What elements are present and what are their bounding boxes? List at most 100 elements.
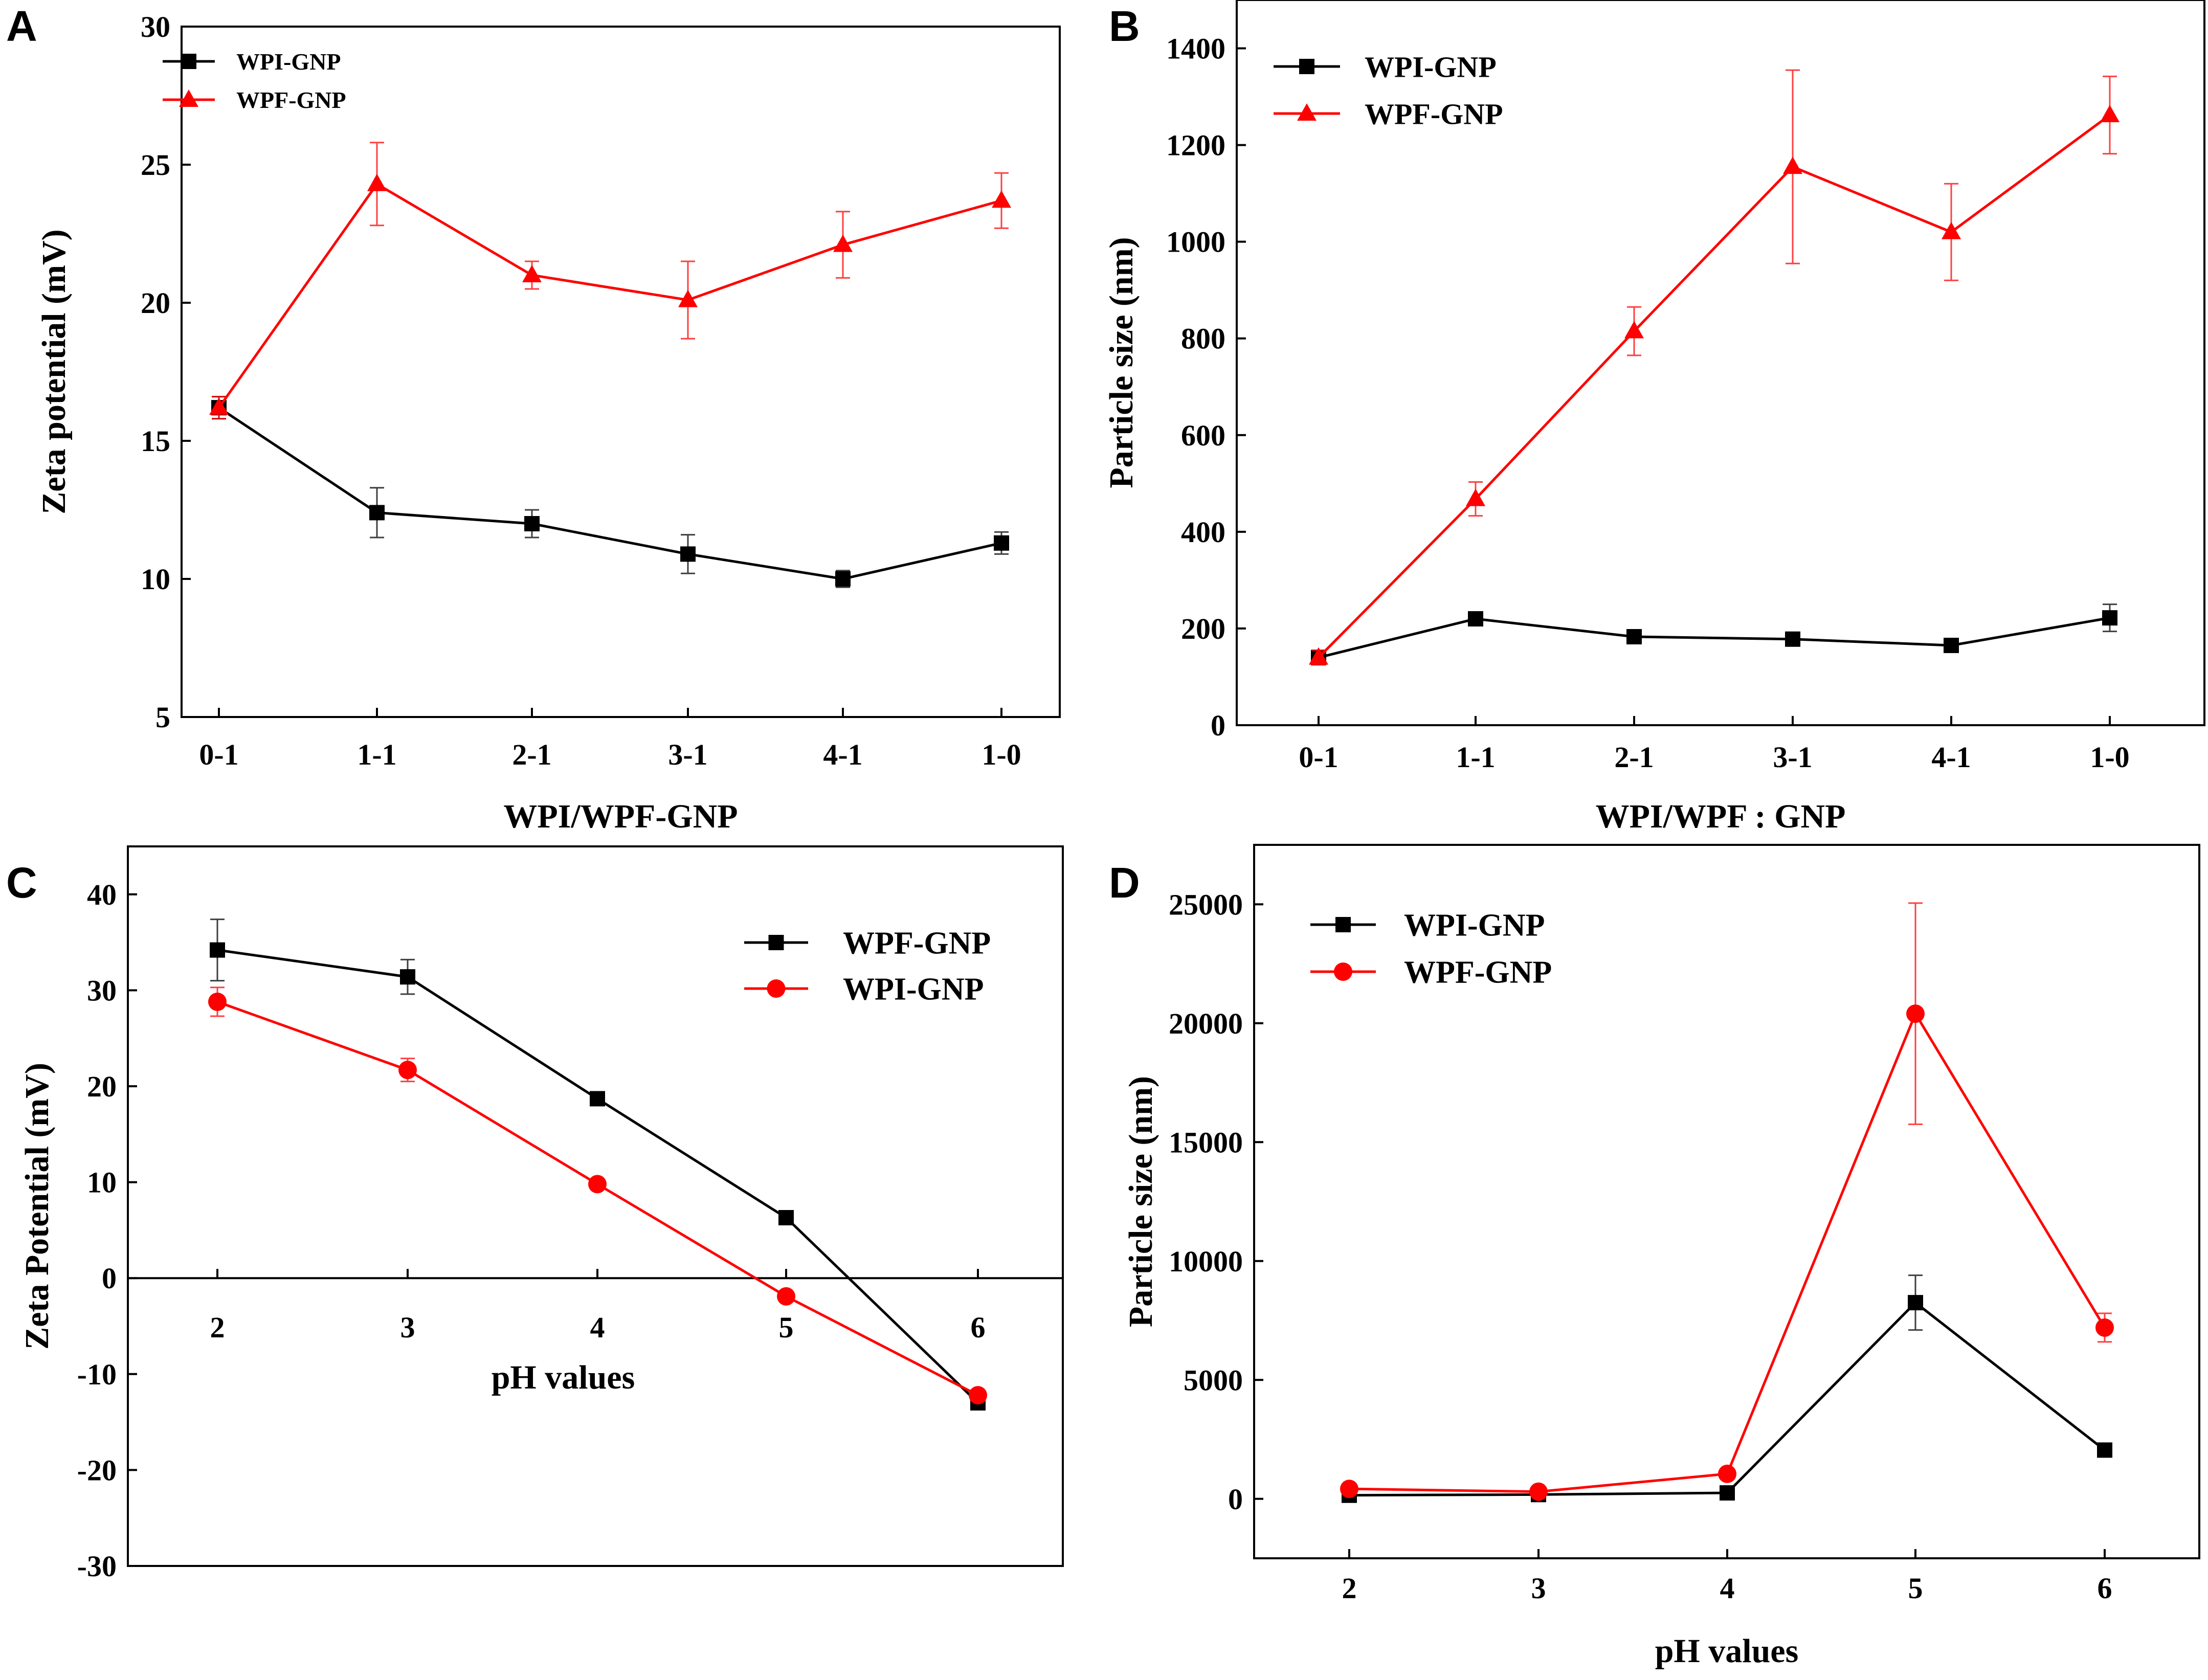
data-point [522,265,542,282]
data-point [777,1287,795,1306]
x-axis-label: WPI/WPF-GNP [503,798,738,835]
panel-d: D 0 5000 10000 15000 20000 25000 2 3 4 5 6 pH values… [1109,844,2200,1670]
series-line [1349,1011,2106,1493]
x-tick-label: 0-1 [199,738,238,771]
data-point [1468,611,1483,627]
x-tick-label: 1-0 [2090,741,2129,774]
data-point [2102,610,2117,626]
x-tick-label: 2 [210,1311,225,1344]
x-tick-label: 6 [2098,1572,2112,1605]
data-point [1944,638,1959,654]
data-point [398,1061,417,1080]
data-point [2100,104,2120,122]
y-tick-label: 1200 [1166,129,1225,162]
x-tick-label: 4 [590,1311,605,1344]
legend-label: WPI-GNP [1404,908,1545,943]
x-tick-label: 5 [1908,1572,1923,1605]
legend-marker [1299,59,1314,74]
panel-letter: D [1109,859,1140,907]
data-point [678,289,698,307]
legend-marker [767,979,786,998]
panel-b: B 0 200 400 600 800 1000 1200 1400 0-1 1-1 2-1 3-1 4-… [1103,0,2205,835]
data-point [400,969,415,985]
data-point [1785,631,1800,647]
legend-label: WPI-GNP [236,49,341,75]
y-tick-label: 10 [87,1166,117,1199]
y-tick-label: 1000 [1166,226,1225,259]
data-point [367,173,387,191]
legend-label: WPI-GNP [1365,50,1497,83]
x-tick-label: 1-1 [357,738,396,771]
x-tick-label: 1-0 [982,738,1021,771]
series-wpf-gnp [1309,69,2120,666]
legend-marker [181,54,196,69]
data-point [208,992,227,1011]
y-tick-label: 10 [141,563,170,596]
series-wpi-gnp [1311,603,2117,665]
legend-entry: WPF-GNP [1310,955,1552,990]
data-point [2095,1318,2114,1337]
data-point [969,1386,987,1405]
panel-letter: B [1109,2,1140,50]
x-tick-label: 2 [1342,1572,1357,1605]
y-tick-label: 25000 [1169,888,1243,921]
y-tick-label: 30 [141,10,170,43]
data-point [369,505,385,521]
plot-frame [181,26,1061,718]
data-point [1529,1482,1548,1501]
series-wpi-gnp [211,396,1009,588]
x-tick-label: 0-1 [1299,741,1338,774]
y-tick-label: -30 [77,1550,117,1583]
data-point [1720,1485,1735,1501]
y-tick-label: 25 [141,148,170,182]
y-tick-label: 0 [102,1262,117,1295]
data-point [1783,156,1802,174]
x-tick-label: 4-1 [823,738,862,771]
data-point [835,571,851,587]
plot-frame [127,845,1064,1567]
series-line [218,407,1002,580]
y-tick-label: -20 [77,1453,117,1487]
panel-letter: A [6,2,37,50]
panel-a: A 5 10 15 20 25 30 0-1 1-1 2-1 3-1 4-1 1-0 WPI/WPF-GN… [6,2,1061,835]
series-line [217,182,1002,409]
y-axis-label: Zeta Potential (mV) [18,1063,56,1350]
data-point [209,397,229,415]
x-tick-label: 1-1 [1456,741,1495,774]
y-tick-label: 20000 [1169,1007,1243,1040]
data-point [778,1210,794,1226]
plot-frame [1236,0,2205,726]
y-axis-label: Particle size (nm) [1103,237,1140,488]
data-point [1908,1295,1923,1311]
legend-label: WPF-GNP [1404,955,1552,990]
x-tick-label: 5 [779,1311,794,1344]
x-tick-label: 3-1 [1773,741,1812,774]
series-wpf-gnp [209,142,1011,420]
data-point [588,1175,607,1194]
x-axis-label: pH values [1655,1632,1799,1670]
y-tick-label: 800 [1181,322,1225,355]
data-point [992,190,1011,208]
x-axis-label: WPI/WPF : GNP [1596,798,1846,835]
data-point [1309,647,1328,665]
data-point [1942,221,1961,239]
legend-entry: WPI-GNP [744,972,984,1007]
x-tick-label: 2-1 [1614,741,1654,774]
panel-c: C -30 -20 -10 0 10 20 30 40 2 3 4 5 6 pH values Zeta Po… [6,845,1064,1583]
x-tick-label: 4-1 [1931,741,1971,774]
data-point [1906,1004,1925,1023]
x-tick-label: 6 [971,1311,986,1344]
data-point [1466,488,1485,506]
y-tick-label: 10000 [1169,1245,1243,1278]
y-tick-label: 5 [155,701,170,734]
y-tick-label: 5000 [1184,1363,1243,1397]
legend-label: WPF-GNP [843,926,991,961]
legend-entry: WPF-GNP [163,87,346,113]
y-tick-label: 40 [87,878,117,911]
legend-entry: WPI-GNP [1310,908,1545,943]
data-point [680,546,696,562]
data-point [1626,629,1642,645]
y-tick-label: 20 [87,1070,117,1103]
y-tick-label: 30 [87,974,117,1007]
